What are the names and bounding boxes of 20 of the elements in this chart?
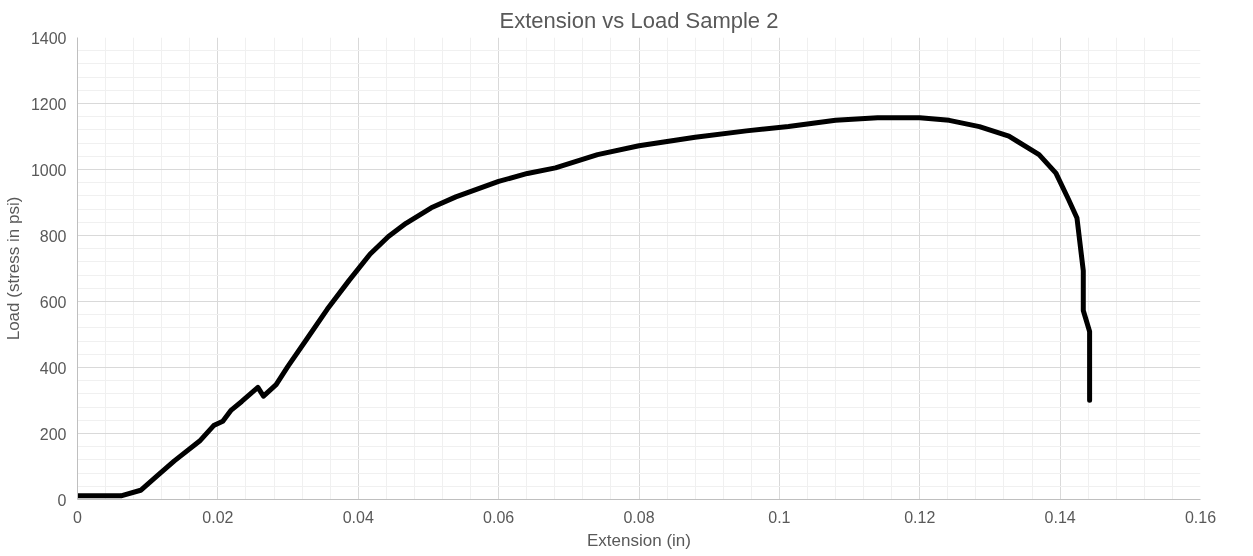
x-tick-label: 0.12 (904, 508, 936, 526)
y-tick-label: 600 (39, 293, 67, 311)
x-axis-title: Extension (in) (587, 530, 691, 550)
y-axis-title: Load (stress in psi) (3, 196, 23, 341)
x-tick-label: 0.14 (1044, 508, 1076, 526)
y-tick-label: 400 (39, 359, 67, 377)
x-tick-label: 0.16 (1184, 508, 1217, 526)
y-tick-label: 200 (39, 425, 67, 443)
x-tick-label: 0 (73, 508, 83, 526)
x-tick-label: 0.1 (768, 508, 791, 526)
chart-title: Extension vs Load Sample 2 (499, 7, 779, 33)
y-tick-label: 1000 (30, 161, 67, 179)
y-tick-label: 0 (57, 491, 67, 509)
x-tick-label: 0.02 (202, 508, 234, 526)
x-tick-label: 0.04 (342, 508, 374, 526)
y-tick-label: 1400 (30, 29, 67, 47)
x-tick-label: 0.08 (623, 508, 655, 526)
y-tick-label: 1200 (30, 95, 67, 113)
y-tick-label: 800 (39, 227, 67, 245)
x-tick-label: 0.06 (483, 508, 515, 526)
